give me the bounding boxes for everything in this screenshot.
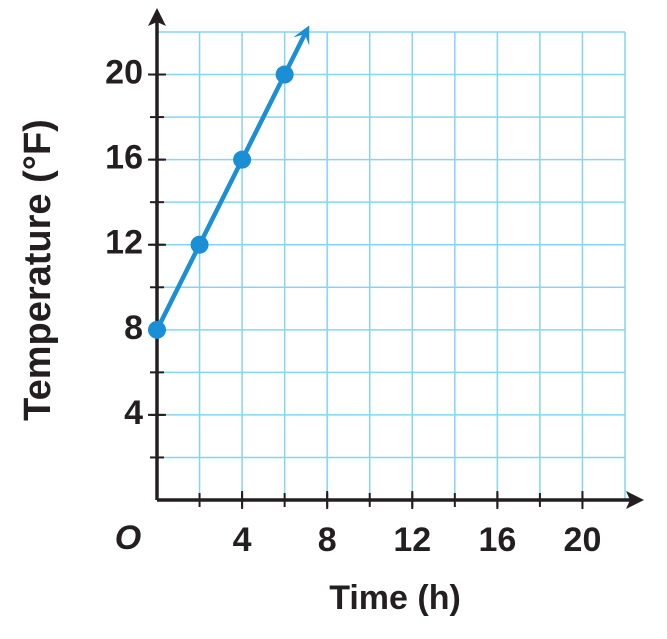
x-tick-label: 12 [393,521,431,559]
y-tick-label: 20 [105,54,143,92]
y-tick-label: 4 [124,394,143,432]
line-arrowhead [293,25,310,46]
y-axis-arrow [148,8,166,26]
point [275,65,294,84]
x-axis-label: Time (h) [329,579,461,617]
y-tick-label: 8 [124,309,143,347]
x-tick-label: 8 [318,521,337,559]
point [233,150,252,169]
line [154,73,287,331]
y-axis-label: Temperature (°F) [17,119,59,421]
x-axis-arrow [626,491,644,509]
origin-label: O [115,519,141,557]
x-tick-label: 16 [478,521,516,559]
point [190,235,209,254]
point [148,320,166,339]
y-tick-label: 16 [105,139,143,177]
y-tick-label: 12 [105,224,143,262]
x-tick-label: 20 [564,521,602,559]
x-tick-label: 4 [233,521,252,559]
